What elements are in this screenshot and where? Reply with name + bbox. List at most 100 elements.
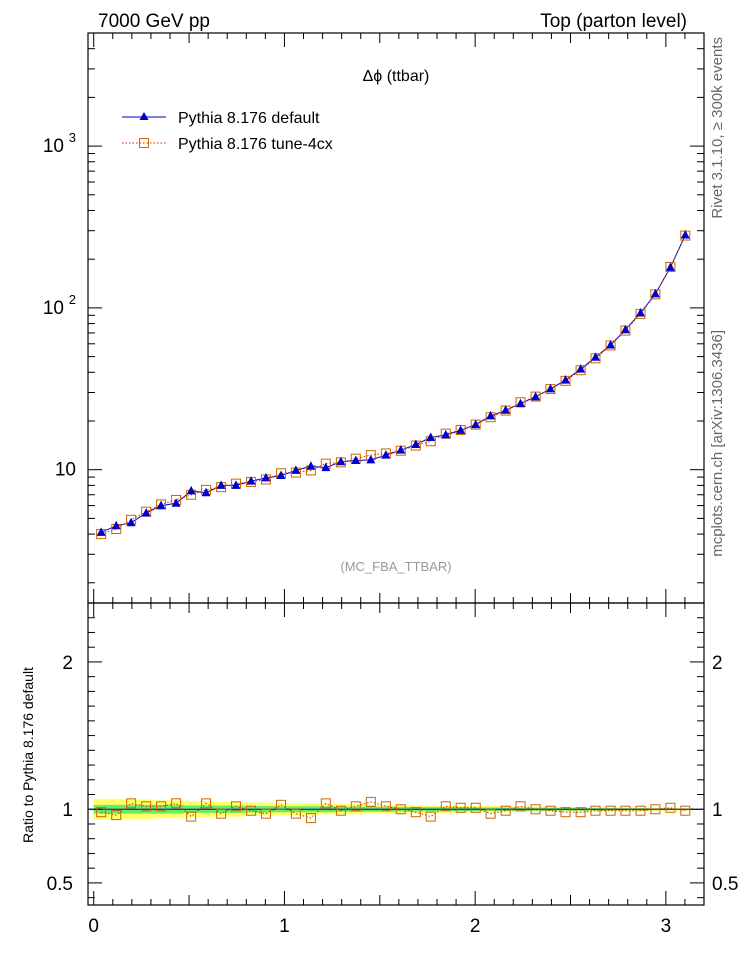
- legend-entry-tune: Pythia 8.176 tune-4cx: [122, 136, 333, 153]
- ratio-point: [276, 799, 287, 810]
- point-default: [561, 375, 571, 384]
- y-tick-label: 10: [55, 460, 76, 481]
- point-default: [531, 391, 541, 401]
- x-tick-label: 2: [470, 916, 481, 937]
- ratio-y-tick-label-right: 1: [712, 800, 723, 821]
- ratio-ticks: 0.5 0.5 1 1 2 2 0 1 2 3: [47, 603, 738, 937]
- main-ticks: 10 10 2 10 3: [43, 32, 705, 603]
- ratio-y-tick-label-left: 0.5: [47, 874, 73, 895]
- header-right: Top (parton level): [540, 11, 687, 32]
- ratio-point: [575, 807, 586, 818]
- ratio-point: [260, 808, 271, 819]
- main-series: [96, 230, 691, 540]
- point-default: [216, 480, 226, 489]
- rivet-text: Rivet 3.1.10, ≥ 300k events: [709, 37, 726, 219]
- point-default: [336, 456, 346, 466]
- ratio-point: [620, 805, 631, 816]
- ratio-point: [485, 808, 496, 819]
- ratio-point: [530, 804, 541, 815]
- point-default: [486, 410, 496, 420]
- ratio-point: [500, 805, 511, 816]
- ratio-y-tick-label-left: 2: [62, 653, 73, 674]
- point-default: [306, 461, 316, 470]
- ratio-point: [440, 801, 451, 812]
- ratio-ylabel: Ratio to Pythia 8.176 default: [20, 667, 36, 843]
- point-default: [680, 230, 690, 239]
- point-default: [261, 472, 271, 482]
- triangle-marker-icon: [139, 112, 149, 120]
- ratio-point: [126, 798, 137, 809]
- point-default: [381, 450, 391, 459]
- ratio-y-tick-label-right: 0.5: [712, 874, 738, 895]
- ratio-point: [470, 802, 481, 813]
- ratio-point: [515, 801, 526, 812]
- ratio-point: [111, 810, 122, 821]
- point-default: [291, 465, 301, 474]
- ratio-point: [605, 805, 616, 816]
- series-line-default: [101, 234, 686, 533]
- point-default: [620, 324, 630, 334]
- point-default: [396, 445, 406, 454]
- header-left: 7000 GeV pp: [98, 11, 210, 32]
- ratio-line: [101, 801, 686, 819]
- point-default: [590, 352, 600, 361]
- ratio-point: [96, 807, 107, 818]
- ratio-point: [455, 802, 466, 813]
- x-tick-label: 3: [661, 916, 672, 937]
- point-default: [96, 527, 106, 536]
- ratio-point: [650, 804, 661, 815]
- ratio-point: [635, 805, 646, 816]
- ratio-point: [201, 798, 212, 809]
- x-tick-label: 1: [279, 916, 290, 937]
- point-default: [351, 455, 361, 464]
- point-default: [231, 480, 241, 489]
- ratio-point: [365, 796, 376, 807]
- legend: Pythia 8.176 default Pythia 8.176 tune-4…: [122, 110, 333, 153]
- ratio-point: [335, 805, 346, 816]
- point-default: [441, 429, 451, 439]
- point-default: [186, 485, 196, 495]
- watermark: (MC_FBA_TTBAR): [340, 559, 451, 574]
- square-marker-icon: [139, 138, 149, 148]
- ratio-point: [590, 805, 601, 816]
- point-default: [171, 498, 181, 507]
- ratio-point: [156, 801, 167, 812]
- series-line-tune: [101, 235, 686, 535]
- ratio-point: [680, 805, 691, 816]
- ratio-point: [141, 801, 152, 812]
- y-tick-label-exponent: 2: [69, 292, 76, 307]
- point-default: [126, 517, 136, 527]
- ratio-point: [545, 805, 556, 816]
- ratio-point: [380, 801, 391, 812]
- ratio-panel: 0.5 0.5 1 1 2 2 0 1 2 3 Ratio to Pythia 8.176 def…: [20, 602, 738, 937]
- point-default: [501, 405, 511, 414]
- point-default: [426, 432, 436, 442]
- y-tick-label: 10: [43, 298, 64, 319]
- ratio-point: [216, 808, 227, 819]
- ratio-point: [320, 798, 331, 809]
- ratio-point: [186, 811, 197, 822]
- ratio-point: [410, 807, 421, 818]
- ratio-y-tick-label-right: 2: [712, 653, 723, 674]
- point-default: [576, 364, 586, 373]
- legend-label-default: Pythia 8.176 default: [178, 110, 320, 127]
- ratio-point: [230, 801, 241, 812]
- ratio-point: [246, 805, 257, 816]
- ratio-y-tick-label-left: 1: [62, 800, 73, 821]
- x-tick-label: 0: [88, 916, 99, 937]
- point-default: [156, 500, 166, 510]
- ratio-point: [560, 807, 571, 818]
- point-default: [650, 288, 660, 298]
- point-default: [141, 507, 151, 517]
- ratio-frame: [87, 602, 705, 906]
- point-default: [411, 439, 421, 449]
- legend-label-tune: Pythia 8.176 tune-4cx: [178, 136, 333, 153]
- ratio-point: [290, 808, 301, 819]
- main-title: Δϕ (ttbar): [363, 68, 430, 85]
- ratio-point: [305, 813, 316, 824]
- point-default: [635, 307, 645, 317]
- ratio-point: [425, 811, 436, 822]
- y-tick-label-exponent: 3: [69, 130, 76, 145]
- main-panel: 10 10 2 10 3 Δϕ (ttbar) (MC_FBA_TTBAR) Pythi…: [43, 32, 705, 604]
- point-default: [456, 425, 466, 434]
